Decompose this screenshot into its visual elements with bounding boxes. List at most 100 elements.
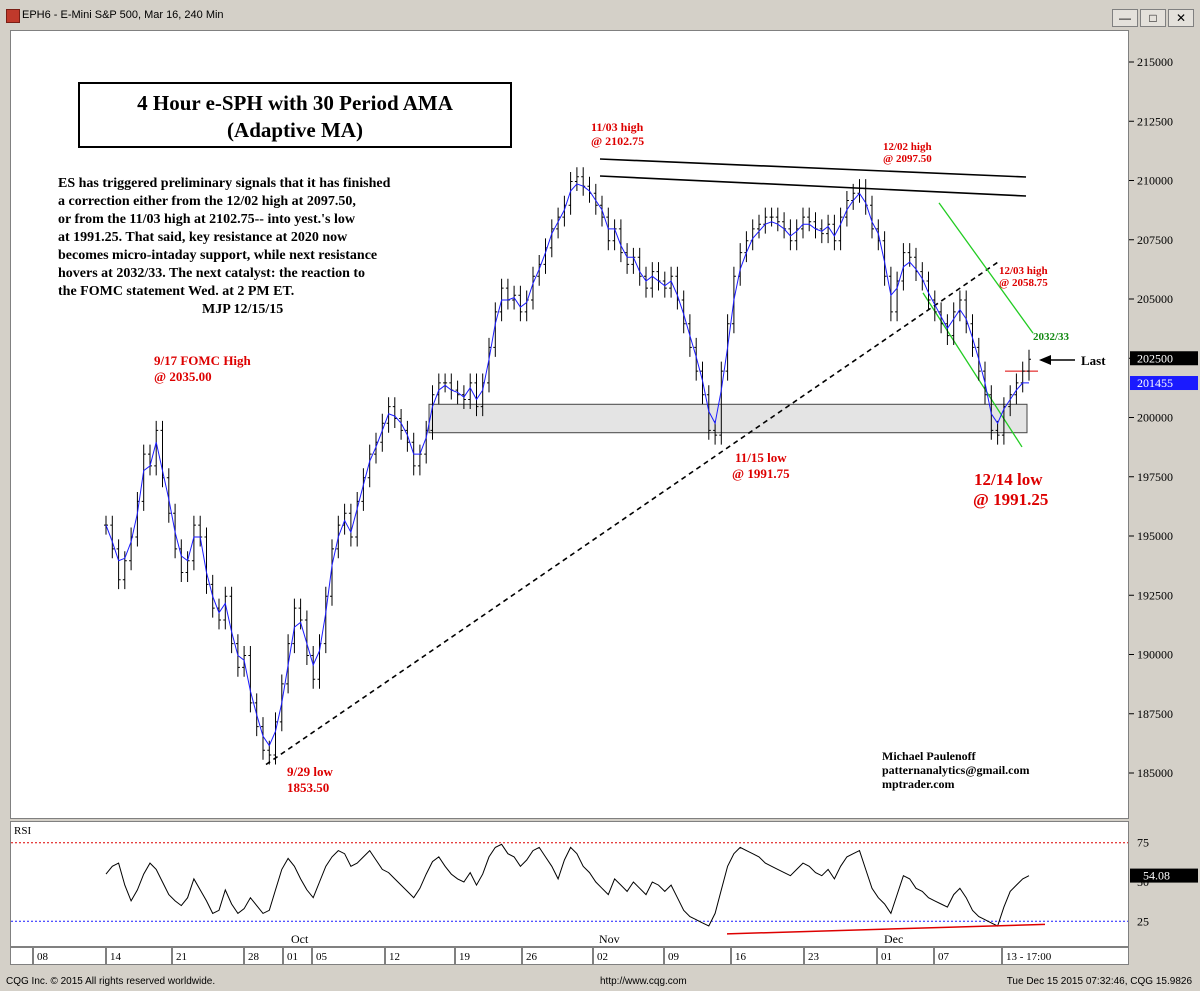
time-tick-label: 08: [37, 951, 49, 963]
time-tick-label: 01: [287, 951, 298, 963]
timestamp-text: Tue Dec 15 2015 07:32:46, CQG 15.9826: [1006, 976, 1192, 987]
commentary-line: ES has triggered preliminary signals tha…: [58, 176, 391, 191]
price-tick-label: 197500: [1137, 470, 1173, 484]
resistance-line-upper: [599, 158, 1027, 178]
annotation-high-1202: 12/02 high: [883, 141, 932, 153]
price-tick-label: 192500: [1137, 588, 1173, 602]
price-tick-label: 215000: [1137, 55, 1173, 69]
rsi-last-box: [1130, 868, 1198, 883]
commentary-line: a correction either from the 12/02 high …: [58, 194, 356, 209]
time-tick-label: 26: [526, 951, 538, 963]
rsi-trend-line: [726, 923, 1046, 935]
price-tick-label: 195000: [1137, 529, 1173, 543]
commentary: ES has triggered preliminary signals tha…: [58, 176, 391, 317]
support-zone: [428, 403, 1028, 434]
annotation-high-1103: 11/03 high: [591, 120, 644, 134]
last-arrowhead-icon: [1039, 355, 1051, 365]
window-titlebar: EPH6 - E-Mini S&P 500, Mar 16, 240 Min —…: [0, 0, 1200, 30]
annotation-low-0929: 9/29 low: [287, 764, 333, 779]
app-icon: [6, 9, 20, 23]
credit-line: mptrader.com: [882, 777, 955, 791]
annotation-fomc-high-value: @ 2035.00: [154, 369, 212, 384]
last-marker: Last: [1039, 353, 1106, 368]
close-button[interactable]: ✕: [1168, 9, 1194, 27]
commentary-line: at 1991.25. That said, key resistance at…: [58, 230, 348, 245]
rsi-line: [105, 843, 1030, 927]
rsi-chart: RSI Oct Nov Dec: [11, 825, 1128, 946]
time-tick-label: 05: [316, 951, 328, 963]
annotation-high-1103-value: @ 2102.75: [591, 134, 644, 148]
price-axis-panel: 215000 212500 210000 207500 205000 202500 2000…: [1129, 55, 1198, 780]
rsi-series: [11, 842, 1128, 935]
time-tick-label: 19: [459, 951, 471, 963]
annotation-resistance-2032: 2032/33: [1033, 331, 1070, 343]
rsi-label: RSI: [14, 825, 31, 837]
last-price-box: [1130, 351, 1198, 366]
price-tick-label: 205000: [1137, 292, 1173, 306]
ama-value-label: 201455: [1137, 376, 1173, 390]
price-tick-label: 207500: [1137, 233, 1173, 247]
price-chart: 4 Hour e-SPH with 30 Period AMA (Adaptiv…: [58, 82, 1106, 795]
window-controls: — □ ✕: [1112, 9, 1194, 27]
annotation-high-1202-value: @ 2097.50: [883, 153, 932, 165]
time-tick-label: 23: [808, 951, 820, 963]
rsi-tick-label: 25: [1137, 914, 1149, 928]
time-tick-label: 12: [389, 951, 400, 963]
chart-title-line1: 4 Hour e-SPH with 30 Period AMA: [137, 91, 454, 115]
trend-lines: [265, 158, 1038, 766]
credit-line: patternanalytics@gmail.com: [882, 763, 1029, 777]
time-tick-label: 07: [938, 951, 950, 963]
annotation-low-1115-value: @ 1991.75: [732, 466, 790, 481]
time-tick-label: 02: [597, 951, 608, 963]
rsi-axis: 75502554.08: [1130, 836, 1198, 928]
copyright-text: CQG Inc. © 2015 All rights reserved worl…: [6, 976, 216, 987]
month-label: Nov: [599, 932, 620, 946]
status-bar: CQG Inc. © 2015 All rights reserved worl…: [0, 972, 1200, 991]
price-tick-label: 212500: [1137, 114, 1173, 128]
commentary-line: or from the 11/03 high at 2102.75-- into…: [58, 212, 356, 227]
ama-value-box: [1130, 376, 1198, 391]
time-tick-label: 21: [176, 951, 187, 963]
time-tick-label: 01: [881, 951, 892, 963]
channel-line-upper: [938, 202, 1034, 334]
time-axis: 08 14 21 28 01 05 12 19 26 02 09 16 23 01 07 13 - 17:00: [10, 947, 1129, 965]
uptrend-line: [265, 261, 999, 766]
channel-line-lower: [922, 292, 1023, 448]
annotation-high-1203: 12/03 high: [999, 265, 1048, 277]
title-box: [78, 82, 512, 148]
annotation-high-1203-value: @ 2058.75: [999, 277, 1048, 289]
commentary-line: the FOMC statement Wed. at 2 PM ET.: [58, 284, 294, 299]
credit-line: Michael Paulenoff: [882, 749, 977, 763]
signature: MJP 12/15/15: [202, 302, 283, 317]
price-chart-pane[interactable]: 4 Hour e-SPH with 30 Period AMA (Adaptiv…: [10, 30, 1129, 819]
price-tick-label: 210000: [1137, 174, 1173, 188]
window-title: EPH6 - E-Mini S&P 500, Mar 16, 240 Min: [22, 9, 224, 21]
rsi-tick-label: 75: [1137, 836, 1149, 850]
price-tick-label: 185000: [1137, 766, 1173, 780]
support-zone-rect: [428, 403, 1028, 434]
ama-line: [105, 183, 1029, 747]
price-tick-label: 190000: [1137, 648, 1173, 662]
maximize-button[interactable]: □: [1140, 9, 1166, 27]
rsi-last-label: 54.08: [1143, 869, 1170, 883]
time-tick-label: 28: [248, 951, 260, 963]
price-tick-label: 187500: [1137, 707, 1173, 721]
time-tick-label: 13 - 17:00: [1006, 951, 1052, 963]
site-text: http://www.cqg.com: [600, 976, 687, 987]
annotation-low-0929-value: 1853.50: [287, 780, 329, 795]
time-tick-label: 14: [110, 951, 122, 963]
minimize-button[interactable]: —: [1112, 9, 1138, 27]
rsi-pane[interactable]: RSI Oct Nov Dec: [10, 821, 1129, 947]
time-tick-label: 16: [735, 951, 747, 963]
chart-title-line2: (Adaptive MA): [227, 118, 363, 142]
annotations: 11/03 high @ 2102.75 12/02 high @ 2097.5…: [154, 120, 1070, 795]
annotation-fomc-high: 9/17 FOMC High: [154, 353, 252, 368]
time-axis-svg: 08 14 21 28 01 05 12 19 26 02 09 16 23 01 07 13 - 17:00: [32, 948, 1052, 964]
commentary-line: hovers at 2032/33. The next catalyst: th…: [58, 266, 365, 281]
resistance-line-lower: [599, 175, 1027, 197]
last-label: Last: [1081, 353, 1106, 368]
annotation-low-1115: 11/15 low: [735, 450, 787, 465]
ama-series: [105, 183, 1029, 747]
annotation-low-1214-value: @ 1991.25: [973, 490, 1048, 509]
commentary-line: becomes micro-intaday support, while nex…: [58, 248, 377, 263]
